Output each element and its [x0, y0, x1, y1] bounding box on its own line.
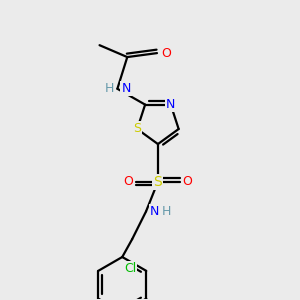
Text: S: S: [154, 175, 162, 189]
Text: Cl: Cl: [124, 262, 136, 275]
Text: O: O: [161, 46, 171, 60]
Text: N: N: [150, 205, 159, 218]
Text: H: H: [105, 82, 114, 95]
Text: O: O: [183, 175, 193, 188]
Text: S: S: [133, 122, 141, 136]
Text: H: H: [162, 205, 171, 218]
Text: O: O: [123, 175, 133, 188]
Text: N: N: [121, 82, 131, 95]
Text: N: N: [166, 98, 175, 111]
